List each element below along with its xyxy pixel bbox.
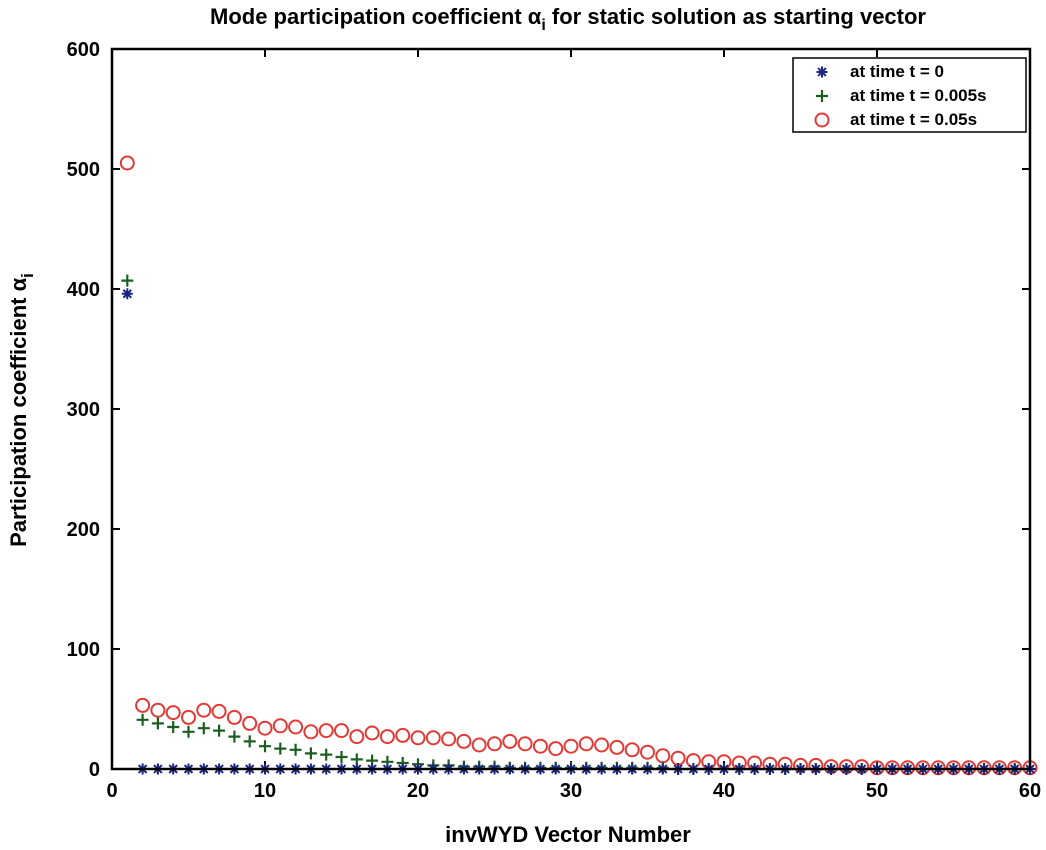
chart-title-subscript: i: [541, 17, 545, 34]
data-point: [274, 742, 287, 755]
data-point: [226, 709, 242, 725]
y-tick-label: 600: [67, 39, 100, 61]
data-point: [487, 736, 502, 752]
x-tick-label: 30: [560, 780, 582, 802]
data-point: [211, 703, 227, 719]
y-tick-label: 400: [67, 279, 100, 301]
data-point: [640, 744, 655, 760]
data-point: [456, 733, 472, 749]
series-0: [121, 288, 1036, 775]
data-point: [624, 742, 640, 758]
data-point: [425, 730, 441, 746]
axis-ticks: [111, 48, 1031, 770]
data-point: [410, 730, 426, 746]
y-axis-label: Participation coefficient αi: [6, 273, 37, 547]
chart-title: Mode participation coefficient αi for st…: [210, 4, 926, 34]
data-point: [121, 274, 134, 287]
y-axis-label-subscript: i: [18, 273, 37, 278]
data-point: [259, 740, 271, 753]
data-point: [196, 702, 212, 718]
data-point: [532, 738, 548, 754]
y-tick-label: 500: [67, 159, 100, 181]
data-point: [563, 738, 579, 754]
data-point: [578, 736, 594, 752]
data-marks: [119, 155, 1038, 776]
data-point: [502, 733, 518, 749]
legend: at time t = 0 at time t = 0.005s at time…: [792, 57, 1027, 133]
x-tick-label: 50: [866, 780, 888, 802]
data-point: [151, 717, 164, 730]
y-axis-label-main: Participation coefficient α: [6, 277, 31, 546]
data-point: [289, 743, 302, 756]
legend-label-series-0: at time t = 0: [850, 62, 944, 81]
data-point: [548, 741, 564, 757]
plot-frame: [110, 47, 1032, 771]
data-point: [257, 720, 273, 736]
legend-label-series-2: at time t = 0.05s: [850, 110, 977, 129]
data-point: [318, 723, 334, 739]
data-point: [334, 723, 349, 739]
legend-marker-series-0: [816, 66, 828, 78]
y-tick-label: 300: [67, 399, 100, 421]
x-tick-label: 0: [106, 780, 117, 802]
data-point: [609, 739, 625, 755]
data-point: [320, 748, 333, 761]
data-point: [655, 748, 671, 764]
data-point: [471, 737, 487, 753]
data-point: [335, 751, 348, 763]
data-point: [228, 730, 241, 743]
data-point: [517, 736, 533, 752]
x-tick-label: 40: [713, 780, 735, 802]
data-point: [303, 724, 319, 740]
data-point: [350, 753, 363, 766]
data-point: [136, 713, 149, 726]
data-point: [594, 737, 610, 753]
legend-box: [792, 57, 1027, 133]
data-point: [288, 719, 304, 735]
data-point: [213, 724, 226, 737]
y-tick-label: 100: [67, 639, 100, 661]
data-point: [349, 729, 365, 745]
data-point: [121, 288, 133, 300]
data-point: [165, 705, 181, 721]
legend-markers: [814, 66, 830, 128]
data-point: [181, 709, 196, 725]
data-point: [379, 729, 395, 745]
data-point: [395, 727, 411, 743]
chart-title-rest: for static solution as starting vector: [546, 4, 927, 29]
data-point: [670, 750, 686, 766]
data-point: [242, 715, 258, 731]
chart-title-main: Mode participation coefficient α: [210, 4, 542, 29]
data-point: [272, 718, 288, 734]
legend-marker-series-1: [816, 90, 828, 102]
data-point: [364, 725, 380, 741]
x-tick-label: 60: [1019, 780, 1041, 802]
data-point: [243, 735, 256, 748]
data-point: [182, 725, 195, 738]
y-tick-label: 200: [67, 519, 100, 541]
data-point: [441, 731, 457, 747]
y-tick-label: 0: [89, 759, 100, 781]
x-axis-label: invWYD Vector Number: [445, 822, 691, 847]
data-point: [150, 702, 166, 718]
data-point: [135, 697, 151, 713]
data-point: [304, 747, 317, 760]
data-point: [119, 155, 135, 171]
legend-label-series-1: at time t = 0.005s: [850, 86, 987, 105]
series-1: [121, 274, 1036, 775]
data-point: [197, 722, 210, 735]
legend-marker-series-2: [814, 112, 830, 128]
data-point: [167, 721, 180, 733]
x-tick-label: 10: [254, 780, 276, 802]
x-tick-label: 20: [407, 780, 429, 802]
series-2: [119, 155, 1038, 776]
